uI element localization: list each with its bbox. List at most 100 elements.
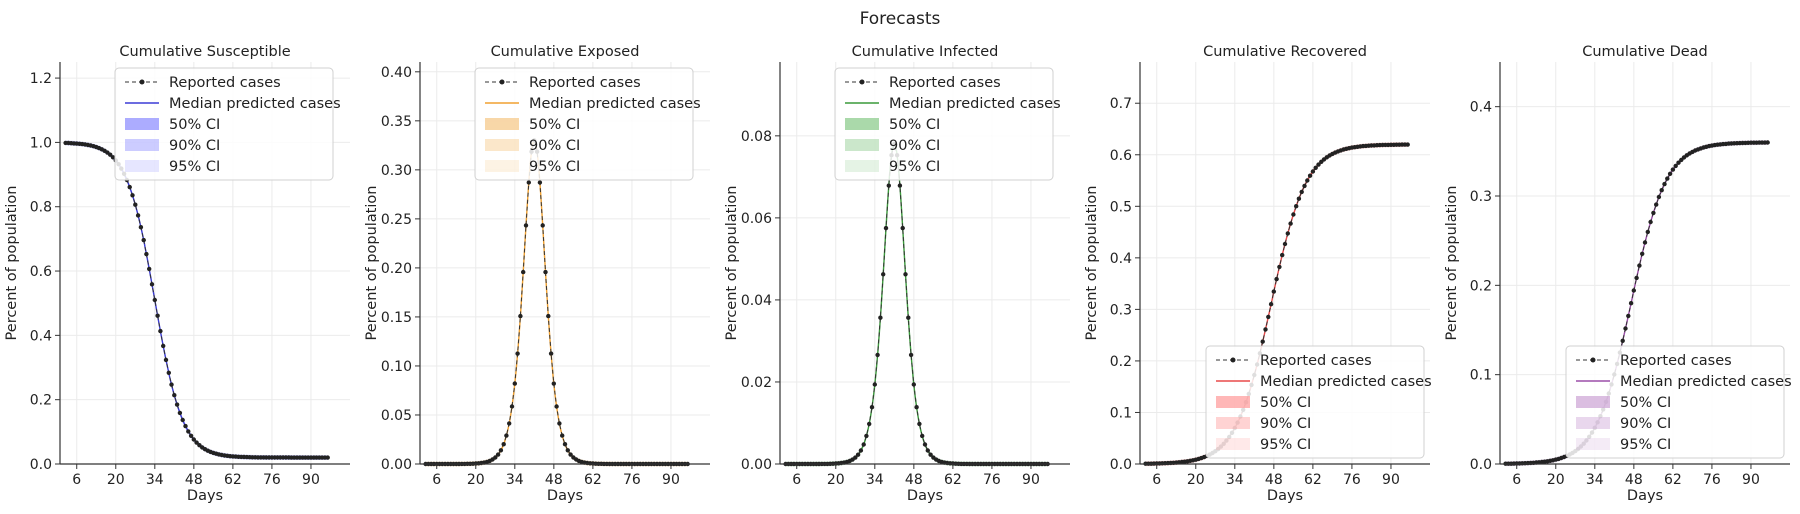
reported-case-point [903, 272, 908, 277]
reported-case-point [1299, 189, 1304, 195]
legend-swatch-ci [485, 160, 519, 172]
reported-case-point [858, 448, 864, 453]
reported-case-point [1285, 231, 1291, 236]
y-tick-label: 0.5 [1110, 199, 1132, 215]
reported-case-point [135, 213, 141, 218]
reported-case-point [1288, 221, 1293, 226]
chart-title: Cumulative Recovered [1203, 44, 1367, 60]
ci-band-90 [425, 138, 688, 466]
reported-case-point [548, 351, 554, 356]
legend-label: 50% CI [529, 117, 580, 133]
reported-case-point [1310, 169, 1316, 174]
reported-case-point [161, 343, 166, 349]
reported-case-point [325, 455, 330, 460]
x-tick-label: 62 [1664, 472, 1682, 488]
reported-case-point [141, 237, 146, 243]
reported-case-point [872, 382, 877, 387]
legend-swatch-ci [845, 160, 879, 172]
y-tick-label: 0.35 [381, 114, 412, 130]
reported-case-point [166, 370, 171, 375]
reported-case-point [1628, 301, 1634, 306]
reported-case-point [507, 421, 512, 426]
legend-label: 95% CI [169, 159, 220, 175]
legend-swatch-ci [1576, 438, 1610, 450]
y-tick-label: 0.1 [1470, 368, 1492, 384]
reported-case-point [1280, 252, 1285, 258]
x-tick-label: 48 [185, 472, 203, 488]
reported-case-point [861, 442, 866, 447]
x-tick-label: 90 [662, 472, 680, 488]
x-tick-label: 6 [72, 472, 81, 488]
reported-case-point [560, 433, 565, 438]
reported-case-point [1291, 212, 1296, 217]
x-tick-label: 48 [545, 472, 563, 488]
y-tick-label: 0.0 [1470, 457, 1492, 473]
x-tick-label: 20 [107, 472, 125, 488]
reported-case-point [554, 404, 559, 409]
reported-case-point [1640, 251, 1645, 256]
reported-case-point [194, 440, 199, 445]
legend-marker-reported [1590, 357, 1596, 363]
legend-label: 95% CI [1260, 437, 1311, 453]
legend-swatch-ci [845, 118, 879, 130]
reported-case-point [498, 448, 504, 453]
x-tick-label: 90 [1022, 472, 1040, 488]
reported-case-point [867, 421, 872, 427]
reported-case-point [174, 402, 180, 407]
x-tick-label: 48 [905, 472, 923, 488]
reported-case-point [1637, 263, 1642, 268]
legend-swatch-ci [1216, 396, 1250, 408]
reported-case-point [1642, 240, 1648, 245]
reported-case-point [1765, 140, 1770, 145]
y-tick-label: 0.4 [1470, 100, 1492, 116]
x-tick-label: 34 [1586, 472, 1604, 488]
legend-swatch-ci [1216, 438, 1250, 450]
reported-case-point [1676, 160, 1681, 165]
legend-label: 90% CI [1260, 416, 1311, 432]
reported-case-point [493, 455, 498, 460]
legend-swatch-ci [485, 139, 519, 151]
reported-case-point [540, 223, 545, 228]
reported-case-point [144, 251, 149, 257]
x-tick-label: 48 [1265, 472, 1283, 488]
y-tick-label: 0.25 [381, 212, 412, 228]
reported-case-point [908, 352, 914, 358]
reported-case-point [1302, 183, 1307, 189]
y-tick-label: 0.2 [1110, 354, 1132, 370]
reported-case-point [537, 180, 543, 185]
reported-case-point [565, 448, 570, 453]
reported-case-point [1296, 196, 1302, 201]
legend-marker-reported [139, 79, 145, 85]
x-axis-label: Days [1627, 488, 1663, 504]
y-tick-label: 0.06 [741, 211, 772, 227]
ci-band-50 [785, 143, 1048, 465]
reported-case-point [188, 433, 194, 438]
legend-swatch-ci [485, 118, 519, 130]
legend-label: 50% CI [1620, 395, 1671, 411]
x-tick-label: 6 [792, 472, 801, 488]
y-tick-label: 0.0 [1110, 457, 1132, 473]
x-tick-label: 90 [302, 472, 320, 488]
reported-case-point [1268, 302, 1274, 307]
reported-case-point [864, 433, 869, 439]
reported-case-point [108, 152, 113, 157]
ci-band-90 [785, 142, 1048, 466]
x-tick-label: 62 [1304, 472, 1322, 488]
x-tick-label: 76 [983, 472, 1001, 488]
reported-case-point [1274, 276, 1279, 282]
reported-case-point [1634, 275, 1639, 281]
y-tick-label: 0.3 [1110, 302, 1132, 318]
x-tick-label: 62 [944, 472, 962, 488]
legend-label: 90% CI [529, 138, 580, 154]
reported-case-point [495, 452, 501, 457]
x-tick-label: 20 [1187, 472, 1205, 488]
reported-case-point [1294, 204, 1299, 209]
x-tick-label: 34 [506, 472, 524, 488]
y-tick-label: 0.40 [381, 65, 412, 81]
legend-label: 95% CI [889, 159, 940, 175]
x-tick-label: 20 [1547, 472, 1565, 488]
reported-case-point [127, 184, 132, 190]
y-tick-label: 0.10 [381, 359, 412, 375]
legend: Reported cases Median predicted cases 50% … [114, 67, 341, 181]
y-tick-label: 0.3 [1470, 189, 1492, 205]
